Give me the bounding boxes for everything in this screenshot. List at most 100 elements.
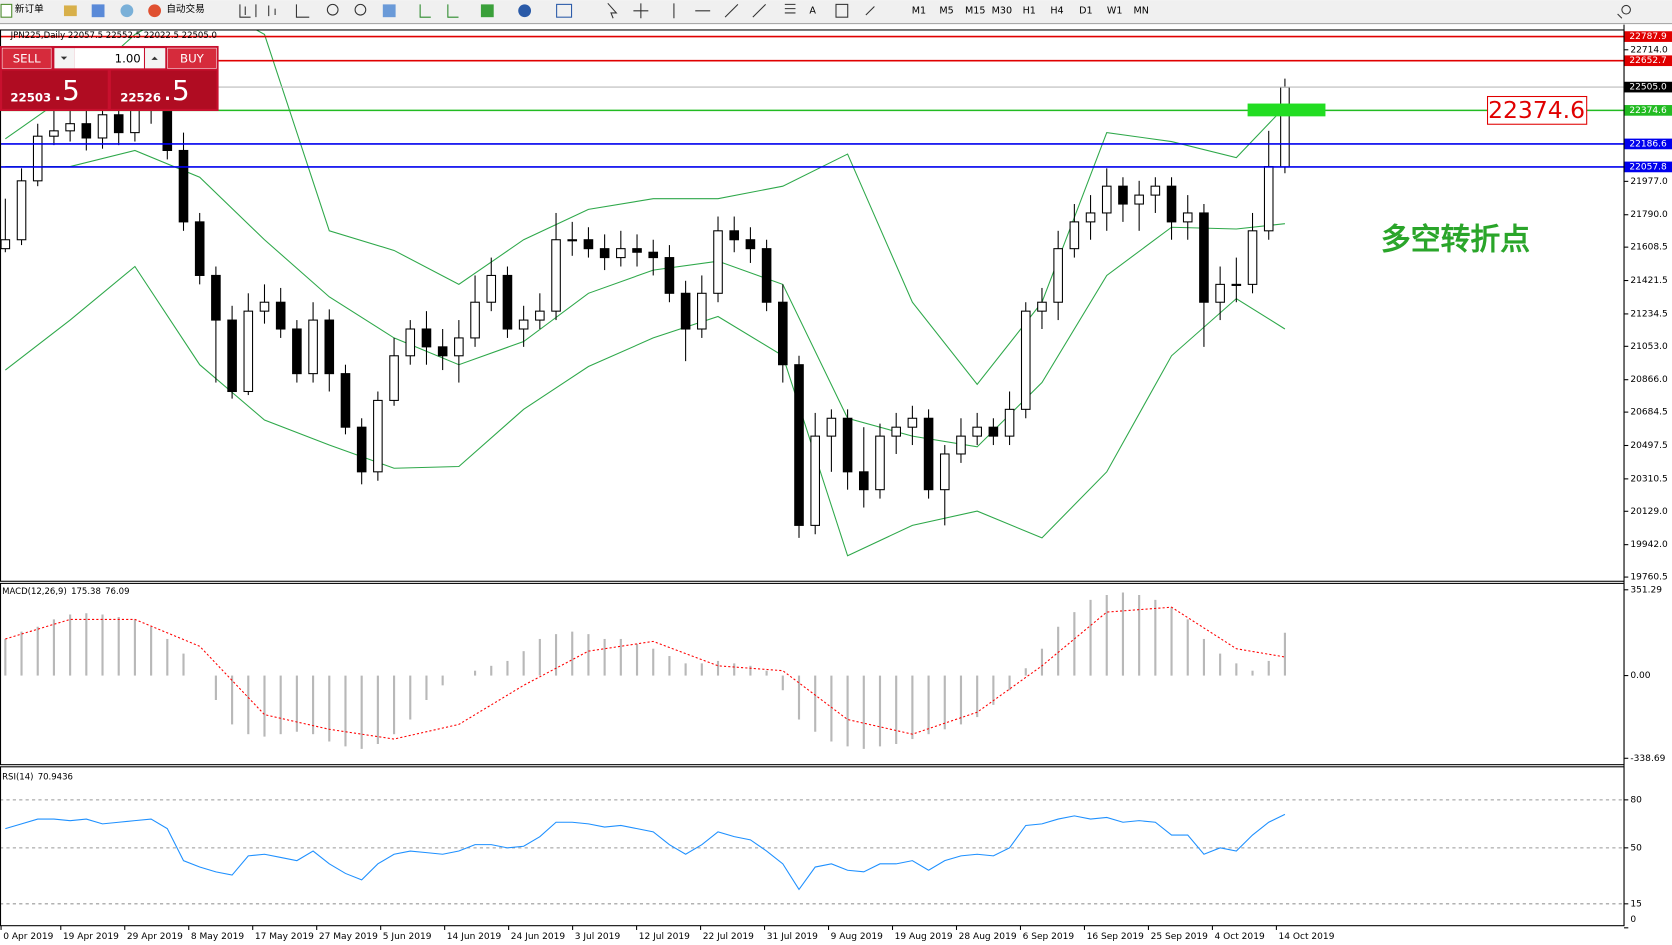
- macd-title-part: 76.09: [105, 586, 129, 596]
- macd-title: MACD(12,26,9) 175.38 76.09: [2, 586, 129, 596]
- buy-price-fraction[interactable]: .5: [163, 74, 189, 107]
- y-tick-label: 21234.5: [1630, 309, 1667, 319]
- y-tick-label: 20129.0: [1630, 507, 1668, 517]
- rsi-title-part: 70.9436: [38, 772, 73, 782]
- y-tick-label: 80: [1630, 795, 1642, 805]
- rsi-title: RSI(14) 70.9436: [2, 772, 73, 782]
- candle-body: [858, 471, 869, 491]
- x-tick-label: 17 May 2019: [255, 932, 314, 942]
- sell-price-box[interactable]: [2, 70, 108, 109]
- text-tool[interactable]: A: [809, 5, 816, 16]
- candle-body: [32, 135, 43, 182]
- new-order-icon[interactable]: [0, 3, 13, 18]
- candle-body: [794, 364, 804, 526]
- timeframe[interactable]: H1: [1023, 5, 1036, 16]
- buy-button[interactable]: [167, 47, 217, 69]
- level-label-box: [1624, 55, 1672, 67]
- timeframe[interactable]: M15: [965, 5, 985, 16]
- candle-body: [583, 239, 594, 250]
- draw-tools[interactable]: [633, 3, 796, 19]
- timeframe[interactable]: MN: [1134, 5, 1149, 16]
- candle-body: [1004, 408, 1015, 437]
- timeframe[interactable]: W1: [1107, 5, 1123, 16]
- candle-body: [259, 301, 270, 312]
- candle-body: [1069, 221, 1080, 250]
- auto-trading-icon[interactable]: [148, 4, 162, 18]
- zoom-out[interactable]: [354, 3, 367, 16]
- buy-label[interactable]: BUY: [180, 51, 205, 65]
- candle-body: [1150, 185, 1161, 196]
- chart-type-icons[interactable]: [239, 4, 310, 18]
- bollinger-lower: [5, 265, 1286, 557]
- candle-body: [97, 114, 108, 139]
- icon[interactable]: [91, 4, 105, 18]
- bollinger-upper: [5, 29, 1286, 386]
- label-tool[interactable]: [835, 3, 849, 18]
- level-label-box: [1624, 31, 1672, 42]
- sell-price[interactable]: 22503: [10, 91, 51, 105]
- periods[interactable]: [518, 4, 532, 18]
- rsi-plot: [0, 799, 1625, 905]
- candle-body: [178, 149, 189, 223]
- y-tick-label: -338.69: [1630, 754, 1665, 764]
- callout-label: 22374.6: [1488, 96, 1585, 124]
- lots-input[interactable]: [74, 48, 144, 69]
- x-tick-label: 4 Oct 2019: [1215, 932, 1265, 942]
- candle-body: [648, 251, 659, 259]
- timeframe[interactable]: M30: [992, 5, 1012, 16]
- candle-body: [292, 328, 302, 375]
- y-tick-label: 20497.5: [1630, 441, 1667, 451]
- y-tick-label: 50: [1630, 843, 1642, 853]
- sell-price-fraction[interactable]: .5: [53, 74, 79, 107]
- search[interactable]: [1621, 4, 1631, 15]
- y-tick-label: 351.29: [1630, 585, 1662, 595]
- new-order[interactable]: 新订单: [15, 3, 44, 15]
- timeframe[interactable]: D1: [1079, 5, 1092, 16]
- y-tick-label: 20684.5: [1630, 408, 1667, 418]
- trade-panel: SELL 1.00 BUY 22503 .5 22526 .5: [0, 45, 219, 112]
- candle-body: [437, 346, 448, 357]
- timeframe[interactable]: M5: [939, 5, 953, 16]
- cursor[interactable]: [607, 2, 618, 19]
- candle-body: [518, 319, 529, 330]
- scroll-icons[interactable]: [419, 4, 459, 18]
- zoom-in[interactable]: [326, 3, 339, 16]
- candle-body: [211, 274, 221, 321]
- tool[interactable]: [865, 6, 1623, 19]
- candle-body: [1134, 194, 1144, 205]
- sell-label[interactable]: SELL: [13, 51, 41, 65]
- candle-body: [745, 239, 756, 250]
- indicators[interactable]: [480, 4, 494, 18]
- candle-body: [891, 426, 901, 437]
- candle-body: [923, 417, 934, 491]
- candle-body: [1263, 166, 1274, 232]
- buy-price[interactable]: 22526: [120, 91, 161, 105]
- candle-body: [81, 123, 92, 139]
- candle-body: [486, 274, 497, 303]
- candle-body: [713, 230, 723, 294]
- icon[interactable]: [120, 4, 134, 18]
- sell-button[interactable]: [1, 47, 52, 69]
- candle-body: [972, 426, 982, 437]
- candle-body: [421, 328, 432, 348]
- tile[interactable]: [382, 4, 396, 18]
- auto-trading[interactable]: 自动交易: [166, 3, 204, 15]
- x-tick-label: 8 May 2019: [191, 932, 244, 942]
- buy-price-box[interactable]: [110, 70, 217, 109]
- icon[interactable]: [63, 5, 77, 17]
- candle-body: [956, 435, 966, 455]
- candle-body: [502, 274, 513, 330]
- lots[interactable]: 1.00: [115, 51, 141, 65]
- timeframe[interactable]: H4: [1050, 5, 1063, 16]
- y-tick-label: 21053.0: [1630, 342, 1668, 352]
- y-tick-label: 20310.5: [1630, 474, 1667, 484]
- y-tick-label: 19942.0: [1630, 540, 1668, 550]
- level-label-box: [1624, 161, 1672, 173]
- axes: 22714.0 21977.0 21790.0 21608.5 21421.5 21234…: [0, 24, 1672, 942]
- x-tick-label: 25 Sep 2019: [1151, 932, 1209, 942]
- templates[interactable]: [556, 3, 573, 18]
- timeframe[interactable]: M1: [912, 5, 926, 16]
- chart-title: JPN225,Daily 22057.5 22552.5 22022.5 225…: [10, 31, 217, 41]
- candle-body: [680, 292, 691, 330]
